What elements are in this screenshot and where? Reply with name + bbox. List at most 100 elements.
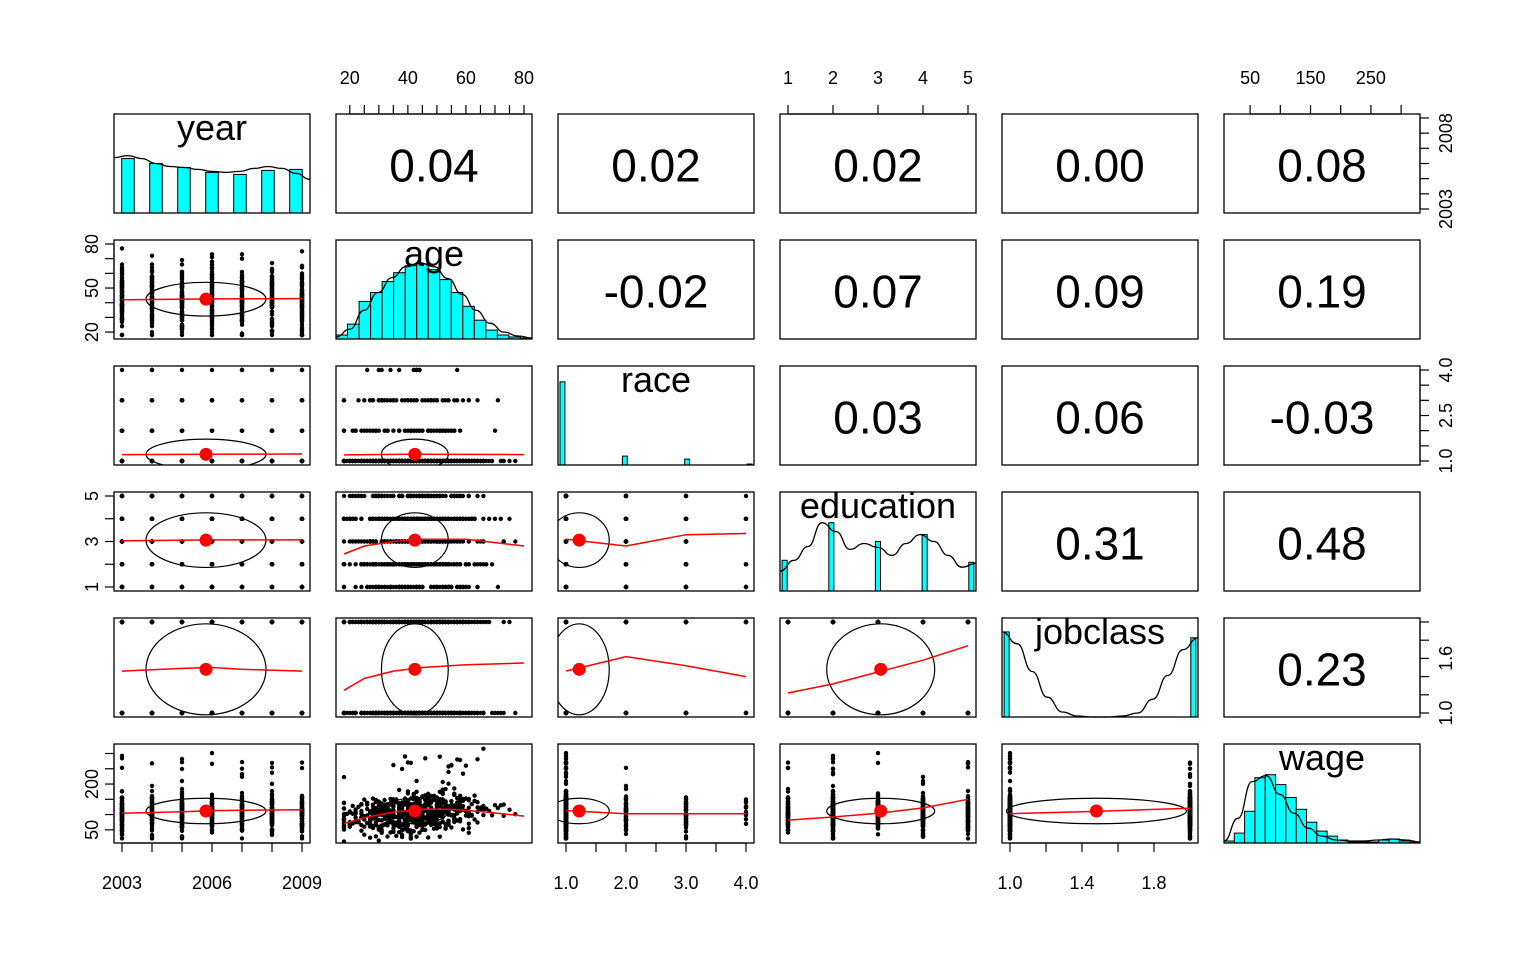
point <box>119 284 125 289</box>
point <box>449 458 454 464</box>
point <box>119 309 125 314</box>
point <box>299 293 305 298</box>
point <box>683 562 689 567</box>
point <box>443 493 448 499</box>
point <box>379 367 384 373</box>
point <box>269 260 275 266</box>
point <box>481 562 486 567</box>
point <box>449 493 454 499</box>
point <box>269 458 275 464</box>
point <box>119 271 125 276</box>
point <box>239 278 245 283</box>
point <box>347 493 352 499</box>
point <box>269 619 275 625</box>
point <box>299 398 305 403</box>
point <box>347 562 352 567</box>
point <box>405 428 411 433</box>
point <box>341 493 347 499</box>
point <box>513 710 518 716</box>
scatter-panel-race-year <box>119 367 305 464</box>
point <box>563 539 569 544</box>
point <box>492 516 498 521</box>
point <box>405 584 411 590</box>
point <box>481 493 486 499</box>
point <box>209 255 215 260</box>
point <box>209 310 215 316</box>
point <box>385 398 390 403</box>
point <box>623 584 629 590</box>
point <box>463 562 469 567</box>
point <box>179 367 185 373</box>
point <box>299 428 305 433</box>
point <box>347 619 352 625</box>
point <box>299 274 305 279</box>
point <box>239 458 245 464</box>
point <box>269 710 275 716</box>
point <box>405 458 411 464</box>
scatter-layer <box>119 246 1193 843</box>
point <box>373 539 379 544</box>
point <box>466 516 471 521</box>
point <box>179 326 185 332</box>
point <box>179 275 185 280</box>
point <box>179 398 185 403</box>
point <box>269 316 275 322</box>
point <box>119 324 125 329</box>
point <box>179 458 185 464</box>
point <box>149 619 155 625</box>
point <box>239 562 245 567</box>
point <box>362 398 367 403</box>
point <box>457 539 463 544</box>
point <box>149 493 155 499</box>
point <box>373 428 379 433</box>
point <box>359 584 364 590</box>
point <box>209 398 215 403</box>
point <box>209 290 215 295</box>
point <box>209 516 215 521</box>
point <box>149 253 155 258</box>
point <box>299 325 305 330</box>
point <box>417 428 422 433</box>
point <box>472 516 477 521</box>
point <box>376 516 381 521</box>
point <box>455 584 460 590</box>
point <box>495 398 501 403</box>
point <box>119 493 125 499</box>
point <box>239 331 245 336</box>
point <box>119 266 125 272</box>
point <box>449 539 454 544</box>
point <box>119 619 125 625</box>
point <box>443 428 448 433</box>
point <box>498 516 503 521</box>
point <box>373 493 379 499</box>
point <box>495 584 501 590</box>
point <box>209 458 215 464</box>
point <box>455 367 460 373</box>
point <box>179 290 185 295</box>
point <box>149 710 155 716</box>
point <box>475 584 480 590</box>
point <box>487 458 492 464</box>
point <box>209 428 215 433</box>
point <box>119 584 125 590</box>
point <box>423 493 428 499</box>
point <box>353 562 358 567</box>
point <box>492 428 498 433</box>
point <box>179 257 185 263</box>
point <box>391 493 396 499</box>
point <box>391 398 396 403</box>
point <box>431 493 437 499</box>
point <box>269 584 275 590</box>
point <box>119 316 125 322</box>
point <box>370 516 376 521</box>
point <box>239 493 245 499</box>
point <box>466 710 471 716</box>
point <box>382 584 387 590</box>
point <box>239 293 245 298</box>
point <box>440 562 445 567</box>
point <box>457 428 463 433</box>
point <box>341 398 347 403</box>
point <box>475 458 480 464</box>
point <box>299 303 305 308</box>
point <box>402 398 408 403</box>
